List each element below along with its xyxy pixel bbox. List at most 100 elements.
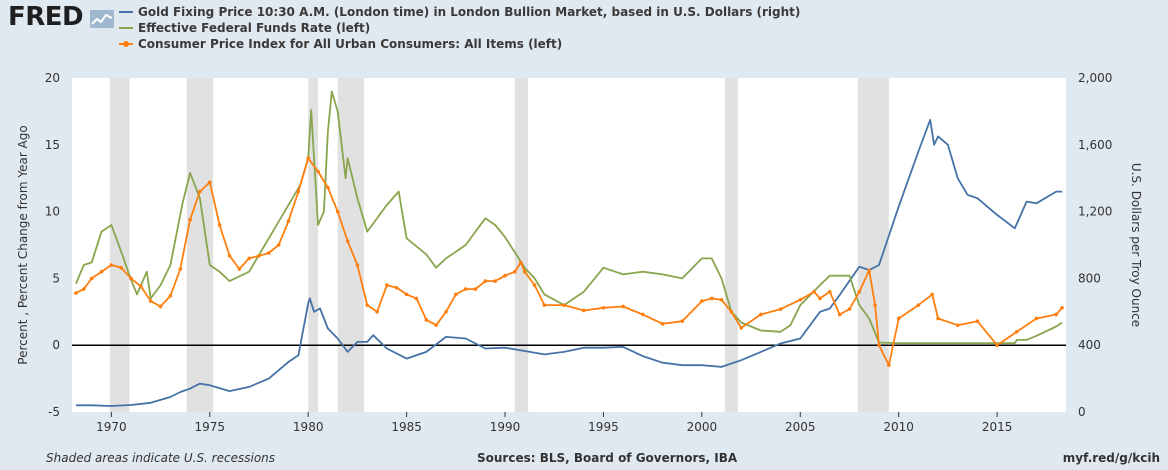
cpi-point <box>483 279 488 283</box>
cpi-point <box>207 180 212 185</box>
x-tick-label: 2005 <box>785 420 816 434</box>
x-tick-label: 2010 <box>883 420 914 434</box>
cpi-point <box>936 316 940 321</box>
cpi-point <box>257 253 261 258</box>
cpi-point <box>1060 305 1064 310</box>
cpi-point <box>74 291 78 295</box>
left-tick-label: 15 <box>45 138 60 152</box>
short-url-link[interactable]: myf.red/g/kcih <box>1062 451 1160 465</box>
cpi-point <box>1054 312 1058 317</box>
x-tick-label: 1985 <box>391 420 422 434</box>
cpi-point <box>877 343 881 348</box>
cpi-point <box>798 297 803 302</box>
cpi-point <box>158 304 163 309</box>
x-tick-label: 1975 <box>195 420 226 434</box>
cpi-point <box>148 299 153 303</box>
left-axis-title: Percent , Percent Change from Year Ago <box>16 125 30 364</box>
cpi-point <box>857 289 862 294</box>
cpi-point <box>296 189 301 194</box>
cpi-point <box>873 303 877 307</box>
cpi-point <box>818 296 822 301</box>
cpi-point <box>227 253 232 258</box>
cpi-point <box>709 296 714 301</box>
legend-label-gold: Gold Fixing Price 10:30 A.M. (London tim… <box>138 5 801 19</box>
cpi-line[interactable] <box>75 157 1063 367</box>
right-tick-label: 400 <box>1078 338 1101 352</box>
cpi-point <box>601 305 606 310</box>
cpi-point <box>916 303 921 307</box>
right-tick-label: 1,200 <box>1078 205 1112 219</box>
cpi-point <box>404 292 409 297</box>
cpi-point <box>276 243 281 247</box>
cpi-point <box>739 326 744 330</box>
cpi-point <box>1034 316 1039 321</box>
cpi-point <box>463 287 468 291</box>
x-tick-label: 1995 <box>588 420 619 434</box>
cpi-point <box>729 310 734 314</box>
cpi-point <box>326 185 330 190</box>
cpi-point <box>778 307 783 311</box>
recession-note: Shaded areas indicate U.S. recessions <box>46 451 276 465</box>
fed-funds-rate-line[interactable] <box>75 90 1063 345</box>
cpi-point <box>759 312 763 317</box>
cpi-point <box>719 297 724 302</box>
cpi-point <box>522 269 527 274</box>
cpi-point <box>1014 330 1019 334</box>
cpi-point <box>660 322 665 326</box>
cpi-point <box>316 169 320 174</box>
recession-band <box>337 78 364 412</box>
chart-header: FRED Gold Fixing Price 10:30 A.M. (Londo… <box>0 0 1168 64</box>
right-axis-title: U.S. Dollars per Troy Ounce <box>1129 163 1143 327</box>
cpi-point <box>434 323 438 327</box>
cpi-point <box>335 209 340 214</box>
cpi-point <box>394 285 399 290</box>
cpi-point <box>119 265 124 270</box>
cpi-point <box>812 289 816 294</box>
cpi-point <box>217 223 222 227</box>
cpi-point <box>414 296 419 301</box>
cpi-point <box>473 287 478 291</box>
legend-item-fed-funds[interactable]: Effective Federal Funds Rate (left) <box>119 20 800 36</box>
cpi-point <box>518 260 523 265</box>
cpi-point <box>887 363 891 368</box>
cpi-point <box>99 269 104 274</box>
cpi-point <box>188 217 192 222</box>
right-tick-label: 2,000 <box>1078 71 1112 85</box>
cpi-point <box>896 316 901 321</box>
legend-label-fed-funds: Effective Federal Funds Rate (left) <box>138 21 371 35</box>
chart-legend: Gold Fixing Price 10:30 A.M. (London tim… <box>119 4 800 52</box>
fred-logo[interactable]: FRED <box>8 2 84 32</box>
cpi-point <box>828 289 832 294</box>
cpi-point <box>424 318 429 322</box>
left-tick-label: 5 <box>52 271 60 285</box>
x-tick-label: 1980 <box>293 420 324 434</box>
cpi-point <box>168 293 173 298</box>
cpi-point <box>975 319 980 323</box>
series-lines <box>74 90 1064 407</box>
left-tick-label: 0 <box>52 338 60 352</box>
legend-swatch-fed-funds <box>119 27 133 29</box>
legend-marker-cpi <box>123 41 129 47</box>
cpi-point <box>355 263 360 267</box>
cpi-point <box>198 189 202 194</box>
gold-price-line[interactable] <box>75 118 1063 407</box>
recession-band <box>308 78 319 412</box>
cpi-point <box>867 268 871 273</box>
cpi-point <box>562 303 566 307</box>
right-tick-label: 1,600 <box>1078 138 1112 152</box>
left-tick-label: 10 <box>45 205 60 219</box>
cpi-point <box>82 287 86 291</box>
legend-item-gold[interactable]: Gold Fixing Price 10:30 A.M. (London tim… <box>119 4 800 20</box>
recession-band <box>186 78 214 412</box>
cpi-point <box>847 307 852 311</box>
legend-swatch-cpi <box>119 41 133 47</box>
cpi-point <box>700 299 704 303</box>
cpi-point <box>365 303 370 307</box>
legend-item-cpi[interactable]: Consumer Price Index for All Urban Consu… <box>119 36 800 52</box>
legend-swatch-gold <box>119 11 133 13</box>
cpi-point <box>306 156 310 160</box>
cpi-point <box>641 312 645 317</box>
cpi-point <box>503 273 507 278</box>
x-tick-label: 2000 <box>687 420 718 434</box>
cpi-point <box>345 239 350 243</box>
